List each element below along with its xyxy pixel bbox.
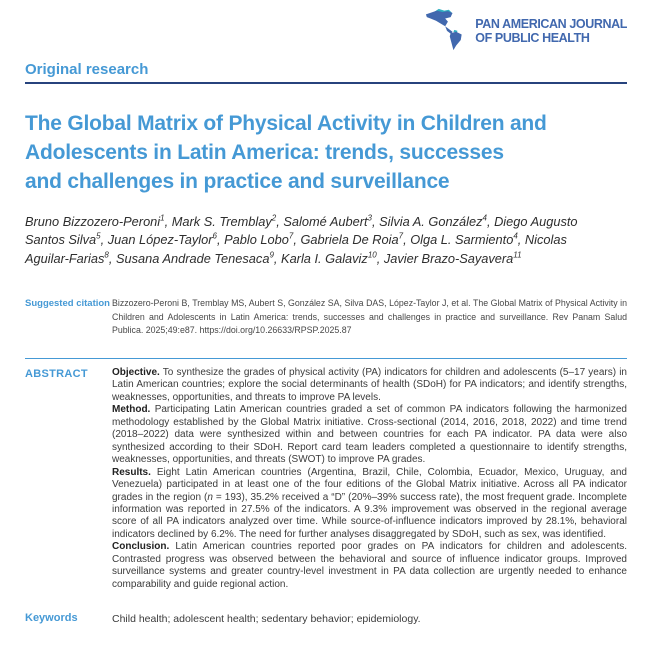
author: Diego Augusto Santos Silva5: [25, 214, 578, 248]
author: Salomé Aubert3: [283, 213, 372, 229]
abstract-paragraph: Method. Participating Latin American cou…: [112, 404, 627, 466]
journal-name: Pan American Journal of Public Health: [475, 16, 627, 45]
author: Gabriela De Roia7: [300, 232, 404, 248]
article-title: The Global Matrix of Physical Activity i…: [25, 112, 547, 193]
author: Bruno Bizzozero-Peroni1: [25, 213, 165, 229]
author: Olga L. Sarmiento4: [410, 232, 518, 248]
author: Pablo Lobo7: [224, 232, 294, 248]
abstract-block: ABSTRACT Objective. To synthesize the gr…: [25, 367, 627, 591]
author: Susana Andrade Tenesaca9: [116, 250, 274, 266]
journal-article-page: Pan American Journal of Public Health Or…: [25, 7, 627, 625]
suggested-citation-text: Bizzozero-Peroni B, Tremblay MS, Aubert …: [112, 298, 627, 336]
author-list: Bruno Bizzozero-Peroni1, Mark S. Trembla…: [25, 213, 578, 266]
abstract-paragraph: Results. Eight Latin American countries …: [112, 466, 627, 540]
author: Juan López-Taylor6: [107, 232, 217, 248]
author: Javier Brazo-Sayavera11: [383, 250, 522, 266]
author: Nicolas Aguilar-Farias8: [25, 232, 567, 266]
author: Silvia A. González4: [379, 213, 487, 229]
americas-map-icon: [424, 7, 470, 56]
abstract-paragraph: Conclusion. Latin American countries rep…: [112, 541, 627, 590]
suggested-citation-label: Suggested citation: [25, 298, 110, 310]
keywords-label: Keywords: [25, 612, 78, 625]
suggested-citation-block: Suggested citation Bizzozero-Peroni B, T…: [25, 297, 627, 338]
abstract-paragraph: Objective. To synthesize the grades of p…: [112, 367, 627, 403]
keywords-block: Keywords Child health; adolescent health…: [25, 612, 627, 625]
abstract-label: ABSTRACT: [25, 368, 88, 380]
section-label: Original research: [25, 61, 149, 78]
abstract-paragraphs: Objective. To synthesize the grades of p…: [112, 367, 627, 591]
author: Karla I. Galaviz10: [281, 250, 377, 266]
header-divider-rule: [25, 82, 627, 84]
page-header: Pan American Journal of Public Health: [25, 7, 627, 52]
abstract-divider-rule: [25, 358, 627, 359]
pan-american-journal-logo: Pan American Journal of Public Health: [424, 7, 627, 56]
keywords-text: Child health; adolescent health; sedenta…: [112, 613, 421, 626]
author: Mark S. Tremblay2: [171, 213, 277, 229]
